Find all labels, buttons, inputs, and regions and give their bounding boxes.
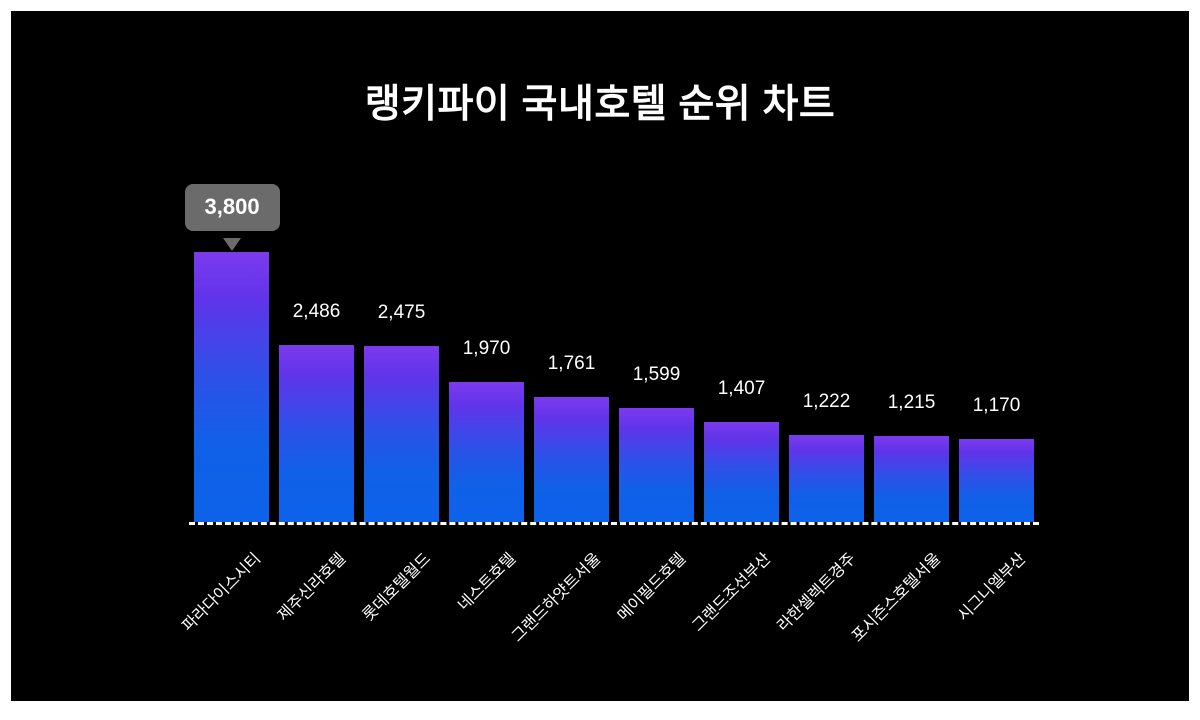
bar-value-label: 1,407 — [717, 378, 766, 399]
bar-value-label: 1,599 — [632, 364, 681, 385]
bar-value-label: 1,222 — [802, 391, 851, 412]
bar[interactable] — [959, 439, 1034, 522]
bar[interactable] — [194, 252, 269, 522]
chart-title: 랭키파이 국내호텔 순위 차트 — [364, 83, 836, 126]
bar[interactable] — [534, 397, 609, 522]
plot-area: 3,800 2,486 2,475 1,970 1,761 1,599 — [11, 11, 1189, 701]
tooltip-arrow — [222, 238, 241, 251]
bar-value-label: 1,970 — [462, 338, 511, 359]
bar-value-label: 1,215 — [887, 392, 936, 413]
bar[interactable] — [704, 422, 779, 522]
axis-baseline — [189, 522, 1039, 525]
bar[interactable] — [364, 346, 439, 522]
bar-value-label: 2,475 — [377, 302, 426, 323]
bar-value-label: 2,486 — [292, 301, 341, 322]
bar[interactable] — [619, 408, 694, 522]
bar[interactable] — [874, 436, 949, 522]
value-tooltip: 3,800 — [184, 184, 280, 231]
bar-value-label: 1,761 — [547, 353, 596, 374]
bar[interactable] — [789, 435, 864, 522]
bar-value-label: 1,170 — [972, 395, 1021, 416]
bar[interactable] — [279, 345, 354, 522]
chart-canvas: 랭키파이 국내호텔 순위 차트 3,800 2,486 2,475 1,970 … — [11, 11, 1189, 701]
x-axis-label: 파라다이스시티 — [178, 550, 264, 636]
bar[interactable] — [449, 382, 524, 522]
